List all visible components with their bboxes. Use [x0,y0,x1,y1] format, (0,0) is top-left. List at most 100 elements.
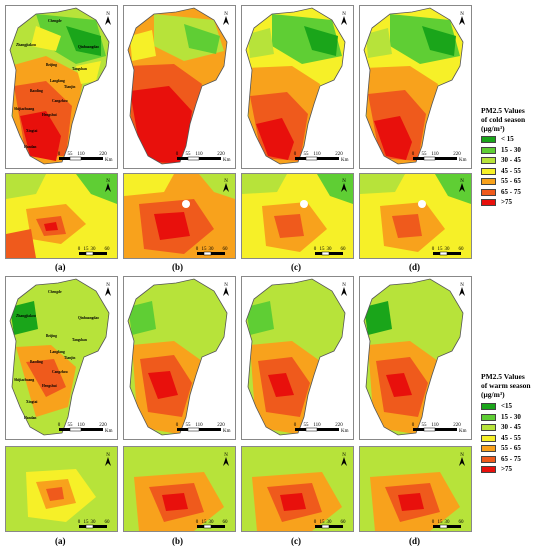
svg-text:30: 30 [445,247,451,252]
north-arrow-icon: N [457,10,467,26]
svg-text:N: N [224,12,228,17]
label-cold-d: (d) [409,262,420,272]
legend-swatch [481,445,496,452]
scale-bar: 0 15 30 60 [313,518,359,532]
svg-text:N: N [224,283,228,288]
legend-cold-item: 55 - 65 [481,177,535,186]
svg-text:60: 60 [223,247,229,252]
legend-swatch [481,178,496,185]
svg-text:0: 0 [196,247,199,252]
svg-text:N: N [106,453,110,458]
svg-text:0: 0 [314,520,317,525]
svg-text:0: 0 [196,520,199,525]
svg-text:N: N [460,283,464,288]
svg-text:Handan: Handan [24,416,36,420]
legend-warm-title: PM2.5 Values of warm season (μg/m³) [481,372,535,399]
svg-text:15: 15 [438,520,444,525]
north-arrow-icon: N [103,10,113,26]
north-arrow-icon: N [103,451,113,467]
scale-bar: 0 15 30 60 [195,518,241,532]
legend-swatch [481,199,496,206]
legend-warm-item: 55 - 65 [481,444,535,453]
svg-text:110: 110 [195,423,203,428]
scale-bar: 0 15 30 60 [77,518,123,532]
label-cold-b: (b) [172,262,183,272]
north-arrow-icon: N [221,10,231,26]
svg-text:55: 55 [186,152,192,157]
svg-text:60: 60 [105,520,111,525]
svg-text:Xingtai: Xingtai [26,129,37,133]
svg-text:N: N [342,283,346,288]
legend-swatch [481,424,496,431]
svg-text:Baoding: Baoding [30,360,43,364]
svg-text:15: 15 [84,247,90,252]
legend-swatch [481,466,496,473]
svg-text:0: 0 [176,423,179,428]
svg-text:Km: Km [341,158,349,163]
svg-text:30: 30 [209,520,215,525]
legend-swatch [481,403,496,410]
svg-text:N: N [460,12,464,17]
svg-text:220: 220 [453,423,461,428]
scale-bar: 0 55 110 220 Km [293,421,355,435]
legend-cold-item: 45 - 55 [481,167,535,176]
north-arrow-icon: N [457,281,467,297]
svg-text:220: 220 [335,152,343,157]
svg-text:0: 0 [432,247,435,252]
svg-text:Tangshan: Tangshan [72,67,87,71]
svg-text:15: 15 [320,247,326,252]
svg-text:Cangzhou: Cangzhou [52,370,68,374]
north-arrow-icon: N [221,281,231,297]
svg-text:110: 110 [313,423,321,428]
svg-text:110: 110 [431,423,439,428]
svg-text:60: 60 [341,520,347,525]
north-arrow-icon: N [457,451,467,467]
legend-cold-item: 65 - 75 [481,188,535,197]
scale-bar: 0 55 110 220 Km [175,421,237,435]
legend-cold-title-line1: PM2.5 Values [481,106,525,115]
svg-text:Handan: Handan [24,145,36,149]
zoom-cold-a [5,173,118,259]
svg-text:30: 30 [327,520,333,525]
legend-warm-item: 15 - 30 [481,413,535,422]
svg-text:Tangshan: Tangshan [72,338,87,342]
legend-label: 65 - 75 [501,454,521,463]
svg-text:110: 110 [313,152,321,157]
svg-text:0: 0 [78,520,81,525]
svg-text:Zhangjiakou: Zhangjiakou [16,43,36,47]
zoom-cold-d [359,173,472,259]
zoom-cold-c [241,173,354,259]
svg-text:Km: Km [223,429,231,434]
zoom-warm-a [5,446,118,532]
legend-label: < 15 [501,135,514,143]
svg-text:60: 60 [105,247,111,252]
svg-text:15: 15 [320,520,326,525]
svg-text:220: 220 [99,152,107,157]
legend-swatch [481,146,496,154]
svg-text:0: 0 [294,423,297,428]
map-warm-c [241,276,354,440]
svg-text:N: N [460,179,464,184]
map-warm-a: Chengde Zhangjiakou Qinhuangdao Beijing Tan… [5,276,118,440]
legend-warm-title-line1: PM2.5 Values [481,372,525,381]
svg-text:55: 55 [68,423,74,428]
scale-bar: 0 55 110 220 Km [411,150,473,164]
svg-text:15: 15 [438,247,444,252]
svg-text:60: 60 [223,520,229,525]
legend-warm-item: <15 [481,402,535,411]
svg-text:15: 15 [202,247,208,252]
svg-text:55: 55 [186,423,192,428]
svg-text:110: 110 [195,152,203,157]
svg-text:220: 220 [217,152,225,157]
scale-bar: 0 55 110 220 Km [411,421,473,435]
zoom-warm-d [359,446,472,532]
legend-swatch [481,434,496,442]
legend-label: 15 - 30 [501,145,521,154]
scale-bar: 0 15 30 60 [195,245,241,259]
svg-text:0: 0 [58,152,61,157]
zoom-cold-b [123,173,236,259]
svg-text:0: 0 [294,152,297,157]
zoom-warm-c [241,446,354,532]
svg-text:30: 30 [445,520,451,525]
legend-label: 45 - 55 [501,166,521,175]
